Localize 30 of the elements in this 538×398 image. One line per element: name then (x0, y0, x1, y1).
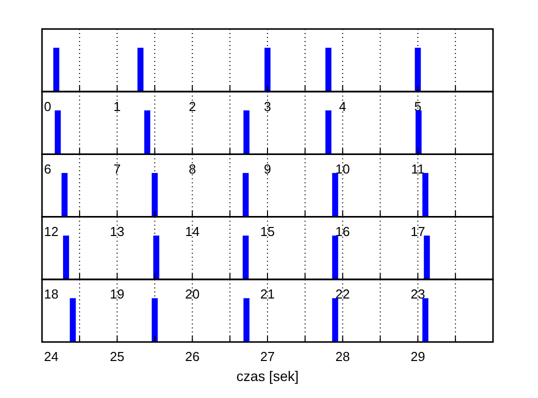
x-tick-label: 7 (114, 161, 121, 176)
x-tick-label: 24 (44, 349, 58, 364)
x-tick-label: 17 (410, 224, 426, 240)
x-tick-label: 23 (410, 286, 426, 302)
x-tick-label: 8 (188, 161, 196, 176)
x-tick-label: 4 (339, 98, 346, 114)
x-tick-label: 9 (264, 161, 272, 176)
x-tick-label: 26 (185, 349, 200, 364)
x-tick-label: 21 (260, 286, 275, 302)
x-tick-label: 15 (260, 224, 275, 240)
x-tick-label: 1 (114, 98, 121, 114)
x-tick-label: 10 (335, 161, 350, 176)
x-tick-label: 16 (335, 224, 350, 240)
x-tick-label: 2 (188, 98, 196, 114)
x-tick-label: 29 (410, 349, 426, 364)
x-tick-label: 13 (110, 224, 124, 240)
x-tick-label: 0 (44, 98, 52, 114)
x-tick-label: 12 (44, 224, 58, 240)
x-tick-label: 22 (335, 286, 350, 302)
x-axis-title: czas [sek] (236, 368, 299, 384)
x-tick-label: 14 (185, 224, 200, 240)
x-tick-label: 20 (185, 286, 200, 302)
x-tick-label: 3 (264, 98, 272, 114)
x-tick-label: 18 (44, 286, 58, 302)
x-tick-label: 19 (110, 286, 124, 302)
x-tick-label: 25 (110, 349, 124, 364)
x-tick-label: 11 (411, 161, 425, 176)
x-tick-label: 27 (260, 349, 275, 364)
x-tick-label: 6 (44, 161, 52, 176)
x-tick-label: 28 (335, 349, 350, 364)
